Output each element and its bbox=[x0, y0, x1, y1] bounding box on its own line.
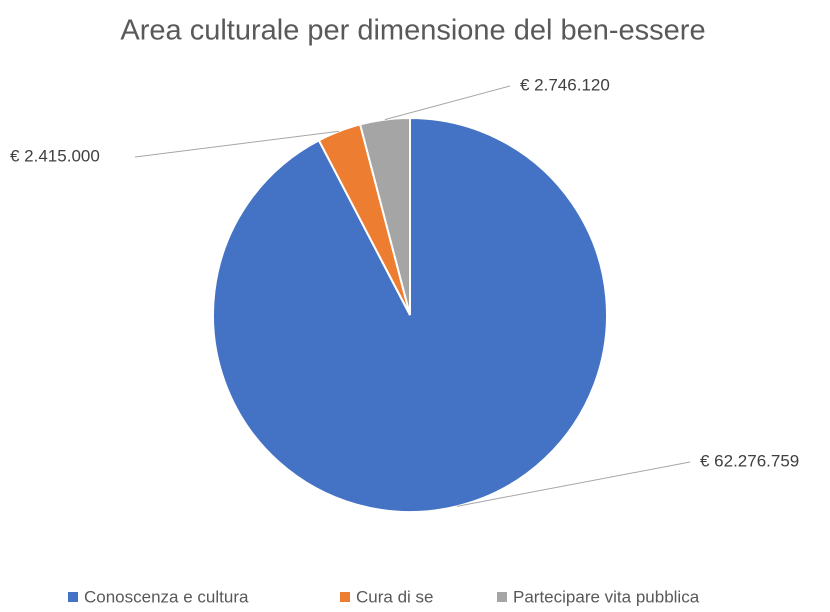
chart-title: Area culturale per dimensione del ben-es… bbox=[120, 15, 705, 47]
legend-label: Cura di se bbox=[356, 587, 433, 606]
data-label: € 2.415.000 bbox=[10, 146, 100, 165]
leader-line bbox=[456, 461, 691, 507]
legend-swatch bbox=[497, 592, 507, 602]
leader-line bbox=[134, 130, 340, 158]
legend-swatch bbox=[340, 592, 350, 602]
pie-slice bbox=[358, 116, 411, 316]
legend-label: Partecipare vita pubblica bbox=[513, 587, 700, 606]
legend-label: Conoscenza e cultura bbox=[84, 587, 249, 606]
leader-line bbox=[384, 85, 511, 121]
data-label: € 62.276.759 bbox=[700, 451, 799, 470]
data-label: € 2.746.120 bbox=[520, 75, 610, 94]
legend-swatch bbox=[68, 592, 78, 602]
